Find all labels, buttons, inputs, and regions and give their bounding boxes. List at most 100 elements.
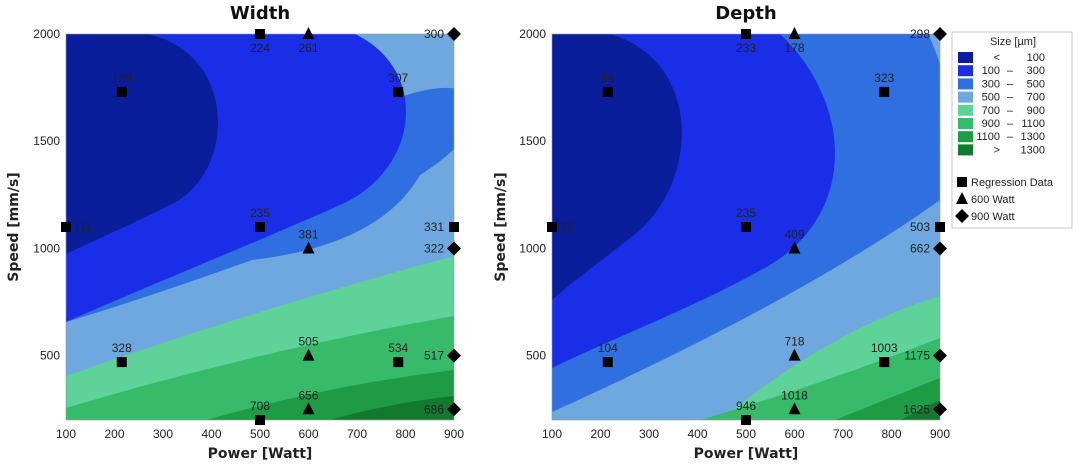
data-point-label: 686 xyxy=(424,402,444,416)
data-point-label: 298 xyxy=(910,27,930,41)
y-tick-label: 500 xyxy=(526,349,546,363)
data-point-label: 322 xyxy=(424,241,444,255)
contour-band-over-1300 xyxy=(330,396,454,420)
data-point-triangle xyxy=(302,348,315,361)
data-point-label: 1175 xyxy=(904,349,930,363)
data-point-square xyxy=(741,222,751,232)
y-tick-label: 1500 xyxy=(33,134,60,148)
legend-title: Size [µm] xyxy=(990,36,1036,48)
data-point-square xyxy=(449,222,459,232)
contour-band-900-1100 xyxy=(700,338,940,420)
x-tick-label: 500 xyxy=(250,427,270,441)
legend-marker-square xyxy=(957,177,967,187)
x-tick-label: 600 xyxy=(298,427,318,441)
contour-band-under-100 xyxy=(552,34,682,300)
data-point-diamond xyxy=(447,348,461,363)
x-axis-label: Power [Watt] xyxy=(694,446,799,462)
legend: Size [µm] <100100–300300–500500–700700–9… xyxy=(951,31,1073,229)
data-point-label: 381 xyxy=(298,227,318,241)
data-point-label: 261 xyxy=(298,41,318,55)
legend-range-low: 500 xyxy=(982,92,1000,104)
x-tick-label: 300 xyxy=(639,427,659,441)
legend-range-low: 700 xyxy=(982,105,1000,117)
data-point-square xyxy=(61,222,71,232)
data-point-label: 58 xyxy=(601,71,615,85)
data-point-square xyxy=(935,222,945,232)
data-point-label: 233 xyxy=(736,41,756,55)
contour-band-over-1300 xyxy=(900,400,940,420)
data-point-square xyxy=(879,357,890,368)
x-tick-label: 900 xyxy=(444,427,464,441)
legend-range-dash: – xyxy=(1007,65,1014,77)
legend-range-dash: – xyxy=(1007,118,1014,130)
contour-bands xyxy=(552,34,940,420)
chart-panel-depth: Depth Power [Watt] Speed [mm/s] 100 200 30… xyxy=(493,3,950,462)
y-axis-label: Speed [mm/s] xyxy=(6,172,22,281)
legend-range-low: 300 xyxy=(982,78,1000,90)
legend-range-high: 100 xyxy=(1027,52,1045,64)
contour-bands xyxy=(66,34,454,420)
legend-range-high: 1300 xyxy=(1021,131,1045,143)
data-point-label: 331 xyxy=(424,220,444,234)
data-point-triangle xyxy=(788,348,801,361)
data-point-label: 517 xyxy=(424,349,444,363)
data-point-square xyxy=(255,415,265,425)
x-tick-labels: 100 200 300 400 500 600 700 800 900 xyxy=(56,427,464,441)
data-point-label: 235 xyxy=(250,206,270,220)
data-point-diamond xyxy=(933,348,947,363)
legend-range-low: 100 xyxy=(982,65,1000,77)
data-point-label: 104 xyxy=(598,341,618,355)
contour-band-under-100 xyxy=(66,34,219,254)
chart-panel-width: Width Power [Watt] Speed [mm/s] 100 200 30… xyxy=(6,3,464,462)
x-tick-label: 200 xyxy=(590,427,610,441)
legend-marker-label: 600 Watt xyxy=(971,194,1015,206)
data-point-label: 1625 xyxy=(903,402,930,416)
legend-swatch xyxy=(958,104,973,116)
legend-range-high: 300 xyxy=(1027,65,1045,77)
data-point-diamond xyxy=(933,241,947,256)
data-point-square xyxy=(393,357,404,368)
legend-marker-label: 900 Watt xyxy=(971,211,1015,223)
legend-marker-triangle xyxy=(956,192,968,204)
data-points: 32 58 233 235 323 104 946 1003 503 178 409 718 1018 2… xyxy=(547,27,947,425)
data-point-label: 409 xyxy=(784,227,804,241)
data-point-triangle xyxy=(302,27,315,39)
legend-swatch xyxy=(958,118,973,129)
data-point-triangle xyxy=(302,402,315,415)
data-point-square xyxy=(547,222,557,232)
y-tick-labels: 500 1000 1500 2000 xyxy=(519,27,546,363)
legend-range-low: > xyxy=(994,144,1000,156)
legend-swatch xyxy=(958,65,973,77)
x-tick-label: 700 xyxy=(833,427,853,441)
x-tick-label: 700 xyxy=(347,427,367,441)
x-tick-labels: 100 200 300 400 500 600 700 800 900 xyxy=(542,427,950,441)
data-point-diamond xyxy=(933,27,947,41)
legend-range-low: < xyxy=(994,52,1000,64)
y-tick-label: 500 xyxy=(40,349,60,363)
x-axis-label: Power [Watt] xyxy=(208,446,313,462)
x-tick-label: 800 xyxy=(395,427,415,441)
legend-marker-label: Regression Data xyxy=(971,177,1054,189)
data-point-label: 178 xyxy=(784,41,804,55)
data-point-square xyxy=(741,29,751,39)
data-point-label: 328 xyxy=(112,341,132,355)
data-point-square xyxy=(116,357,127,368)
chart-title: Depth xyxy=(715,3,776,24)
y-tick-label: 2000 xyxy=(519,27,546,41)
legend-range-high: 1300 xyxy=(1021,144,1045,156)
data-point-diamond xyxy=(447,402,461,417)
data-point-diamond xyxy=(933,402,947,417)
data-point-triangle xyxy=(788,402,801,415)
y-tick-label: 1000 xyxy=(519,241,546,255)
data-point-diamond xyxy=(447,241,461,256)
data-point-triangle xyxy=(302,241,315,254)
data-point-label: 323 xyxy=(874,71,894,85)
data-point-square xyxy=(602,86,613,97)
data-point-label: 111 xyxy=(74,220,93,234)
legend-swatch xyxy=(958,91,973,103)
legend-range-dash: – xyxy=(1007,131,1014,143)
data-point-label: 235 xyxy=(736,206,756,220)
data-point-square xyxy=(255,29,265,39)
data-point-label: 1003 xyxy=(871,341,898,355)
y-tick-labels: 500 1000 1500 2000 xyxy=(33,27,60,363)
